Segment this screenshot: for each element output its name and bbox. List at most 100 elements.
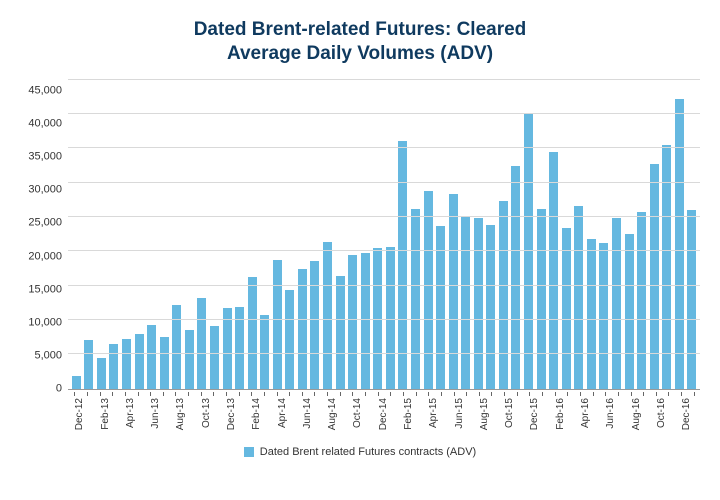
x-tick-slot: Feb-14 (245, 392, 258, 444)
y-tick-label: 40,000 (28, 118, 62, 129)
bar-slot (660, 80, 673, 389)
x-tick-mark (668, 392, 669, 396)
bar-slot (233, 80, 246, 389)
x-tick-mark (264, 392, 265, 396)
bar-slot (560, 80, 573, 389)
bar (160, 337, 169, 389)
chart-title: Dated Brent-related Futures: Cleared Ave… (20, 18, 700, 66)
bar-slot (334, 80, 347, 389)
x-tick-mark (593, 392, 594, 396)
bar (97, 358, 106, 389)
x-tick-slot (81, 392, 94, 444)
x-tick-slot (662, 392, 675, 444)
x-tick-mark (175, 392, 176, 396)
bar-slot (434, 80, 447, 389)
grid-line (68, 216, 700, 217)
bar-slot (284, 80, 297, 389)
x-tick-slot: Apr-16 (574, 392, 587, 444)
x-tick-mark (491, 392, 492, 396)
bar (122, 339, 131, 388)
bar-slot (384, 80, 397, 389)
x-tick-mark (517, 392, 518, 396)
x-tick-mark (567, 392, 568, 396)
x-tick-slot (510, 392, 523, 444)
bar (612, 218, 621, 388)
bar (348, 255, 357, 388)
x-tick-slot (283, 392, 296, 444)
legend-label: Dated Brent related Futures contracts (A… (260, 446, 476, 458)
bar (424, 191, 433, 388)
x-tick-slot (359, 392, 372, 444)
grid-line (68, 147, 700, 148)
x-tick-slot: Oct-15 (498, 392, 511, 444)
plot-area: 45,00040,00035,00030,00025,00020,00015,0… (20, 80, 700, 390)
x-tick-slot (536, 392, 549, 444)
grid-line (68, 353, 700, 354)
bar (599, 243, 608, 389)
x-tick-slot (308, 392, 321, 444)
x-tick-mark (681, 392, 682, 396)
bar-slot (258, 80, 271, 389)
x-tick-mark (213, 392, 214, 396)
bar-slot (573, 80, 586, 389)
y-tick-label: 10,000 (28, 318, 62, 329)
x-tick-mark (656, 392, 657, 396)
x-tick-mark (529, 392, 530, 396)
x-tick-mark (112, 392, 113, 396)
bar-slot (196, 80, 209, 389)
plot-region (68, 80, 700, 390)
x-tick-slot (460, 392, 473, 444)
x-tick-mark (618, 392, 619, 396)
bar-slot (686, 80, 699, 389)
y-tick-label: 0 (56, 384, 62, 395)
grid-line (68, 79, 700, 80)
bar-slot (447, 80, 460, 389)
bar (260, 315, 269, 388)
x-tick-mark (150, 392, 151, 396)
grid-line (68, 113, 700, 114)
bar (650, 164, 659, 389)
bar-slot (321, 80, 334, 389)
bar (109, 344, 118, 389)
x-tick-mark (239, 392, 240, 396)
bar (675, 99, 684, 389)
x-tick-mark (504, 392, 505, 396)
bar (524, 114, 533, 389)
bar (135, 334, 144, 389)
x-tick-mark (580, 392, 581, 396)
x-tick-slot (637, 392, 650, 444)
bar-slot (346, 80, 359, 389)
bar (185, 330, 194, 388)
x-tick-mark (542, 392, 543, 396)
grid-line (68, 250, 700, 251)
bar-slot (635, 80, 648, 389)
x-tick-mark (378, 392, 379, 396)
x-tick-mark (643, 392, 644, 396)
x-tick-slot (384, 392, 397, 444)
x-tick-slot (258, 392, 271, 444)
bar-slot (246, 80, 259, 389)
bar (197, 298, 206, 389)
bar (511, 166, 520, 388)
y-tick-label: 30,000 (28, 185, 62, 196)
x-tick-mark (694, 392, 695, 396)
bar-slot (485, 80, 498, 389)
x-tick-slot: Feb-13 (93, 392, 106, 444)
x-tick-slot (156, 392, 169, 444)
x-tick-mark (466, 392, 467, 396)
bar-slot (422, 80, 435, 389)
bar-slot (359, 80, 372, 389)
x-tick-mark (277, 392, 278, 396)
x-tick-mark (605, 392, 606, 396)
x-tick-mark (251, 392, 252, 396)
x-tick-mark (188, 392, 189, 396)
bar (336, 276, 345, 389)
x-tick-slot: Aug-14 (321, 392, 334, 444)
x-tick-slot (333, 392, 346, 444)
x-tick-mark (201, 392, 202, 396)
y-axis: 45,00040,00035,00030,00025,00020,00015,0… (20, 80, 68, 390)
bar (411, 209, 420, 389)
bar-slot (497, 80, 510, 389)
bar-slot (623, 80, 636, 389)
x-tick-mark (428, 392, 429, 396)
